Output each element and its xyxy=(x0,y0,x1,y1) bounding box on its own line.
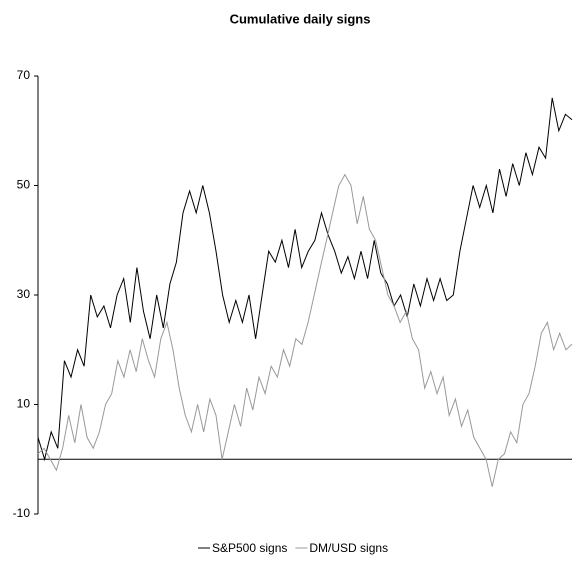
series-line xyxy=(37,97,573,462)
y-tick-label: 30 xyxy=(17,287,31,301)
y-tick-label: 10 xyxy=(17,397,31,411)
legend-label: DM/USD signs xyxy=(309,541,388,555)
series-line xyxy=(37,173,573,487)
y-tick-label: 70 xyxy=(17,68,31,82)
y-tick-label: 50 xyxy=(17,178,31,192)
chart-title: Cumulative daily signs xyxy=(230,11,371,26)
legend-label: S&P500 signs xyxy=(212,541,287,555)
y-tick-label: -10 xyxy=(13,506,31,520)
